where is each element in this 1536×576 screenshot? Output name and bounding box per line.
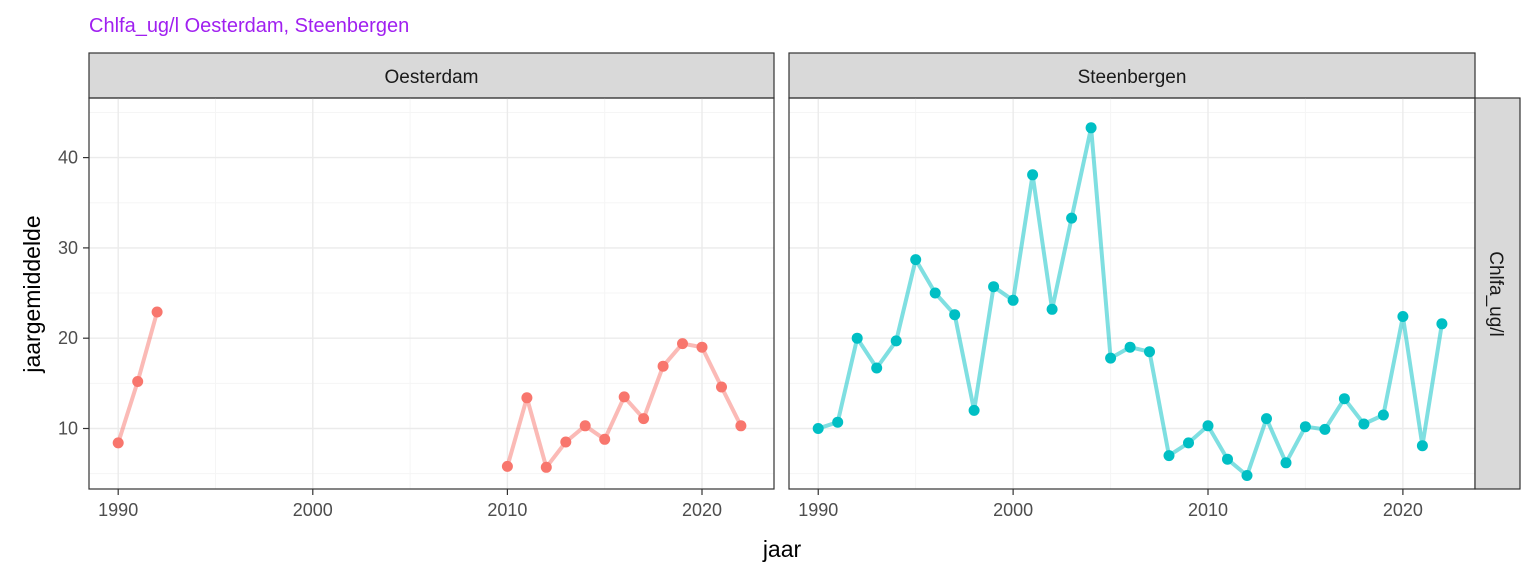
data-point-steenbergen bbox=[851, 332, 863, 344]
data-point-oesterdam bbox=[677, 338, 688, 350]
data-point-steenbergen bbox=[1222, 453, 1233, 465]
data-point-steenbergen bbox=[1007, 294, 1019, 306]
data-point-steenbergen bbox=[1299, 421, 1311, 433]
y-axis: 10 20 30 40 bbox=[58, 148, 89, 438]
y-axis-title: jaargemiddelde bbox=[19, 215, 45, 373]
chart-title: Chlfa_ug/l Oesterdam, Steenbergen bbox=[89, 15, 409, 37]
data-point-steenbergen bbox=[1280, 457, 1292, 469]
data-point-steenbergen bbox=[1183, 437, 1194, 449]
data-point-steenbergen bbox=[1338, 393, 1350, 405]
data-point-steenbergen bbox=[890, 335, 902, 347]
data-point-steenbergen bbox=[1416, 440, 1428, 452]
data-point-steenbergen bbox=[1397, 311, 1409, 322]
x-tick-label: 2010 bbox=[487, 500, 527, 520]
x-tick-label: 1990 bbox=[798, 500, 838, 520]
data-point-oesterdam bbox=[560, 436, 572, 448]
data-point-steenbergen bbox=[968, 404, 980, 416]
panel-strip-steenbergen bbox=[788, 52, 1476, 99]
y-tick-label: 30 bbox=[58, 238, 78, 258]
data-point-steenbergen bbox=[1358, 418, 1370, 430]
data-point-steenbergen bbox=[1436, 318, 1448, 330]
x-axis-oesterdam: 1990 2000 2010 2020 bbox=[98, 489, 722, 520]
series-line-steenbergen bbox=[816, 125, 1444, 478]
data-point-oesterdam bbox=[716, 381, 727, 393]
series-oesterdam bbox=[112, 306, 747, 473]
data-point-steenbergen bbox=[988, 281, 1000, 293]
data-point-steenbergen bbox=[1105, 352, 1117, 364]
data-point-steenbergen bbox=[1319, 423, 1331, 435]
x-tick-label: 1990 bbox=[98, 500, 138, 520]
y-tick-label: 20 bbox=[58, 328, 78, 348]
data-point-steenbergen bbox=[1202, 420, 1214, 432]
data-point-steenbergen bbox=[910, 254, 922, 266]
data-point-steenbergen bbox=[832, 416, 844, 428]
panel-strip-label-oesterdam: Oesterdam bbox=[385, 67, 479, 88]
data-point-oesterdam bbox=[696, 341, 708, 353]
data-point-oesterdam bbox=[735, 420, 747, 432]
x-tick-label: 2010 bbox=[1188, 500, 1228, 520]
x-tick-label: 2000 bbox=[293, 500, 333, 520]
data-point-oesterdam bbox=[599, 433, 611, 445]
data-point-steenbergen bbox=[1241, 470, 1253, 481]
row-strip bbox=[1474, 97, 1521, 490]
data-point-steenbergen bbox=[949, 309, 961, 321]
y-tick-label: 40 bbox=[58, 148, 78, 168]
data-point-oesterdam bbox=[112, 437, 124, 449]
data-point-steenbergen bbox=[1027, 169, 1039, 181]
data-point-steenbergen bbox=[1124, 341, 1136, 353]
data-point-steenbergen bbox=[1046, 303, 1058, 315]
data-point-oesterdam bbox=[501, 460, 513, 472]
data-point-steenbergen bbox=[1144, 346, 1155, 358]
panel-border-oesterdam bbox=[88, 97, 775, 490]
gridlines-oesterdam bbox=[89, 98, 774, 489]
panel-strip-label-steenbergen: Steenbergen bbox=[1078, 67, 1187, 88]
x-axis-title: jaar bbox=[762, 536, 802, 562]
data-point-steenbergen bbox=[871, 362, 883, 374]
panel-steenbergen: Steenbergen 1990 2000 2010 2020 bbox=[788, 52, 1476, 520]
data-point-steenbergen bbox=[812, 423, 824, 434]
row-strip-label: Chlfa_ug/l bbox=[1485, 251, 1506, 337]
gridlines-steenbergen bbox=[789, 98, 1475, 489]
x-tick-label: 2000 bbox=[993, 500, 1033, 520]
panel-oesterdam: Oesterdam 1990 2000 2010 2020 bbox=[88, 52, 775, 520]
data-point-oesterdam bbox=[618, 391, 630, 403]
y-tick-label: 10 bbox=[58, 418, 78, 438]
data-point-steenbergen bbox=[1377, 409, 1389, 421]
data-point-steenbergen bbox=[1163, 450, 1175, 462]
data-point-steenbergen bbox=[1085, 122, 1097, 134]
x-tick-label: 2020 bbox=[682, 500, 722, 520]
data-point-steenbergen bbox=[1261, 413, 1272, 425]
data-point-oesterdam bbox=[540, 461, 552, 473]
data-point-oesterdam bbox=[521, 392, 533, 404]
data-point-oesterdam bbox=[132, 376, 144, 387]
data-point-steenbergen bbox=[929, 287, 941, 299]
panel-strip-oesterdam bbox=[88, 52, 775, 99]
data-point-oesterdam bbox=[657, 360, 669, 372]
x-axis-steenbergen: 1990 2000 2010 2020 bbox=[798, 489, 1423, 520]
data-point-oesterdam bbox=[638, 413, 650, 425]
x-tick-label: 2020 bbox=[1383, 500, 1423, 520]
data-point-steenbergen bbox=[1066, 212, 1078, 224]
data-point-oesterdam bbox=[579, 420, 591, 432]
series-line-oesterdam bbox=[505, 341, 743, 470]
series-steenbergen bbox=[812, 122, 1448, 481]
data-point-oesterdam bbox=[151, 306, 163, 318]
